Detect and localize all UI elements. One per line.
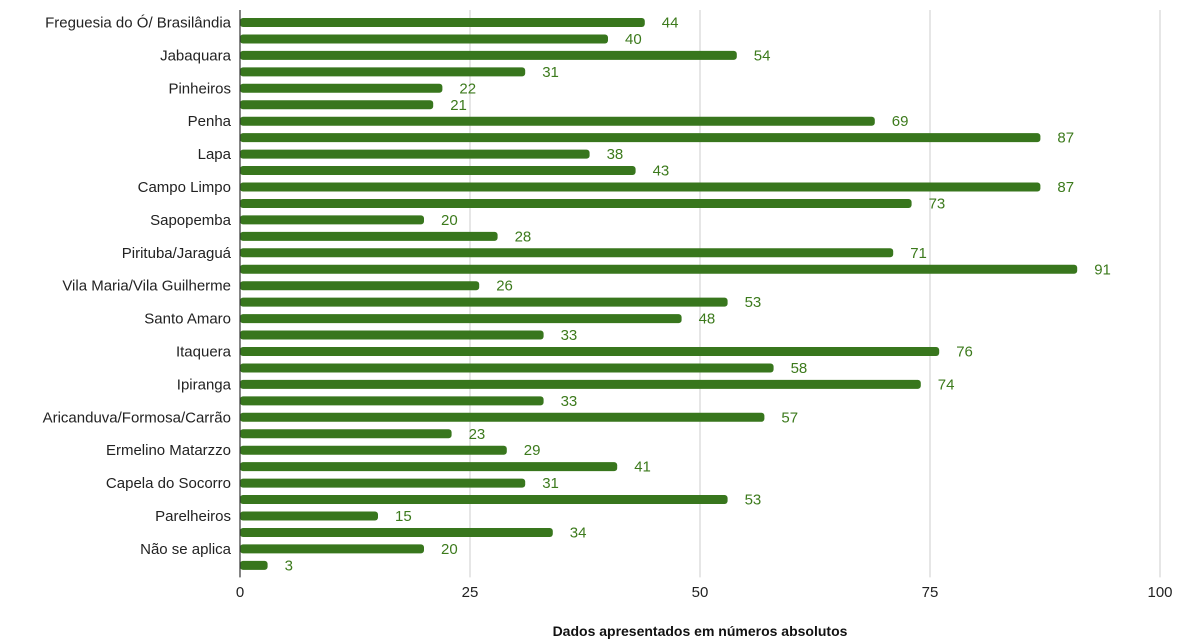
bar-value-label: 28 [515,228,532,245]
bar-value-label: 33 [561,327,578,344]
bar-value-label: 20 [441,212,458,229]
bar-value-label: 22 [459,80,476,97]
bar [240,83,443,93]
x-tick-labels: 0 25 50 75 100 [236,584,1173,601]
bar [240,478,526,488]
bar-value-label: 40 [625,31,642,48]
bar-value-label: 74 [938,376,955,393]
bar-value-label: 71 [910,245,927,262]
category-label: Pinheiros [168,80,231,97]
category-label: Freguesia do Ó/ Brasilândia [45,15,232,32]
bar [240,100,434,110]
bar [240,495,728,505]
category-label: Capela do Socorro [106,475,231,492]
bar [240,527,553,537]
bar [240,445,507,455]
category-label: Não se aplica [140,541,232,558]
bar-value-label: 23 [469,426,486,443]
category-label: Aricanduva/Formosa/Carrão [43,409,231,426]
bar [240,297,728,307]
bar-value-label: 34 [570,524,587,541]
bar [240,198,912,208]
category-label: Sapopemba [150,212,232,229]
x-tick-label: 75 [922,584,939,601]
bar [240,412,765,422]
bar [240,133,1041,143]
bar [240,182,1041,192]
bar-value-label: 53 [745,492,762,509]
bar-value-label: 73 [929,195,946,212]
x-tick-label: 100 [1147,584,1172,601]
bar [240,429,452,439]
category-label: Penha [188,113,232,130]
category-labels: Freguesia do Ó/ Brasilândia Jabaquara Pinh… [43,15,232,558]
category-label: Ermelino Matarzzo [106,442,231,459]
bar-value-label: 57 [781,409,798,426]
x-tick-label: 50 [692,584,709,601]
bar [240,264,1078,274]
bar [240,330,544,340]
bar-value-label: 31 [542,475,559,492]
category-label: Pirituba/Jaraguá [122,245,232,262]
bar [240,50,737,60]
bar [240,544,424,554]
bar [240,248,894,258]
bar-value-label: 87 [1057,179,1074,196]
bar-value-label: 48 [699,311,716,328]
category-label: Santo Amaro [144,311,231,328]
bars [240,18,1078,570]
bar-value-label: 76 [956,344,973,361]
bar [240,314,682,324]
bar-value-label: 38 [607,146,624,163]
bar-value-label: 33 [561,393,578,410]
bar [240,396,544,406]
category-label: Lapa [198,146,232,163]
value-labels: 4440543122216987384387732028719126534833… [285,15,1111,575]
bar-value-label: 69 [892,113,909,130]
grid-lines [469,10,1161,578]
category-label: Jabaquara [160,47,232,64]
bar-value-label: 58 [791,360,808,377]
bar-value-label: 26 [496,278,513,295]
category-label: Campo Limpo [138,179,231,196]
bar [240,363,774,373]
bar-value-label: 44 [662,15,679,32]
x-tick-label: 0 [236,584,244,601]
bar-value-label: 43 [653,163,670,180]
bar [240,67,526,77]
bar [240,166,636,176]
x-axis-title: Dados apresentados em números absolutos [553,623,848,639]
bar [240,560,268,570]
bar [240,379,921,389]
category-label: Itaquera [176,344,232,361]
bar-value-label: 87 [1057,130,1074,147]
bar-value-label: 29 [524,442,541,459]
bar [240,116,875,126]
bar [240,149,590,159]
bar-value-label: 20 [441,541,458,558]
bar-value-label: 21 [450,97,467,114]
bar [240,34,608,44]
bar-value-label: 54 [754,47,771,64]
category-label: Ipiranga [177,376,232,393]
bar [240,347,940,356]
bar-value-label: 3 [285,557,293,574]
x-tick-label: 25 [462,584,479,601]
category-label: Parelheiros [155,508,231,525]
bar-value-label: 15 [395,508,412,525]
bar [240,18,645,27]
category-label: Vila Maria/Vila Guilherme [62,278,231,295]
bar-value-label: 53 [745,294,762,311]
bar [240,511,378,521]
bar-value-label: 41 [634,459,651,476]
bar [240,462,618,472]
bar-value-label: 91 [1094,261,1111,278]
bar [240,215,424,225]
bar-value-label: 31 [542,64,559,81]
bar [240,231,498,241]
bar [240,281,480,291]
